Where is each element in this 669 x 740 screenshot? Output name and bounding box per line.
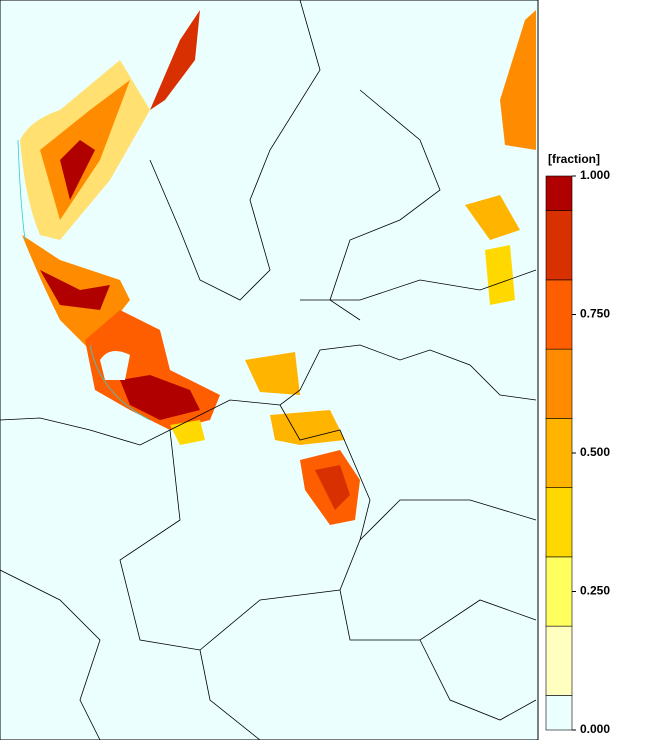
border [0, 569, 101, 740]
colorbar-bin [545, 175, 573, 211]
colorbar-bin [545, 418, 573, 488]
map [0, 0, 539, 740]
colorbar-tick-label: 0.750 [580, 307, 610, 321]
colorbar-tick-label: 0.250 [580, 584, 610, 598]
border [279, 404, 371, 541]
field [170, 420, 205, 445]
field [315, 465, 350, 510]
colorbar-title: [fraction] [548, 152, 600, 166]
colorbar-tick-label: 0.000 [580, 722, 610, 736]
field [485, 245, 515, 305]
border [199, 589, 537, 740]
colorbar-bin [545, 279, 573, 350]
colorbar-bin [545, 210, 573, 281]
colorbar-bin [545, 487, 573, 558]
field [150, 10, 200, 110]
border [300, 269, 537, 301]
field [40, 270, 110, 310]
colorbar-bin [545, 695, 573, 731]
coastline [0, 344, 537, 446]
colorbar-bin [545, 625, 573, 696]
colorbar: 0.000 0.250 0.500 0.750 1.000 [545, 168, 610, 736]
colorbar-bin [545, 556, 573, 627]
coastline [149, 0, 321, 301]
colorbar-bin [545, 348, 573, 419]
field [245, 352, 300, 395]
field [120, 375, 200, 420]
field [60, 140, 95, 200]
field [270, 410, 345, 445]
field [465, 195, 520, 240]
colorbar-tick-label: 1.000 [580, 168, 610, 182]
border [119, 429, 537, 651]
field [100, 351, 130, 380]
colorbar-tick-label: 0.500 [580, 445, 610, 459]
field [500, 10, 536, 150]
contour [17, 139, 151, 421]
